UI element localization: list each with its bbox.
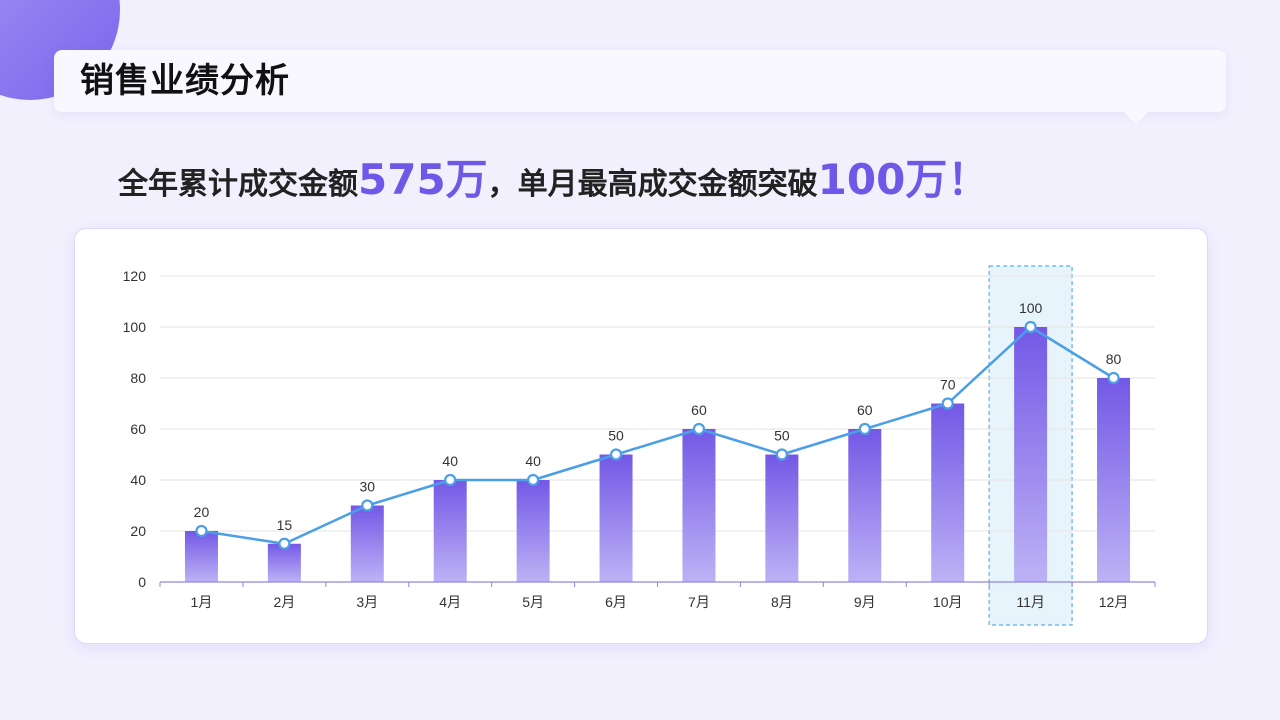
y-tick-label: 80 <box>130 370 146 386</box>
bar <box>184 531 218 582</box>
bar <box>1097 378 1131 582</box>
x-tick-label: 1月 <box>191 594 213 610</box>
bar <box>350 505 384 582</box>
bar <box>516 480 550 582</box>
line-point <box>858 422 871 436</box>
bar <box>848 429 882 582</box>
data-label: 100 <box>1019 300 1043 316</box>
line-series <box>201 325 1115 545</box>
line-point <box>609 448 623 461</box>
data-label: 40 <box>442 453 458 469</box>
data-label: 20 <box>194 504 210 520</box>
bar <box>1014 327 1048 582</box>
sales-chart: 0 20 40 60 80 100 120 1月 2月 3月 4月 5月 6月 7月 8月 9月 10月 11月 1… <box>123 265 1156 626</box>
data-label: 60 <box>857 402 873 418</box>
x-tick-label: 6月 <box>605 594 627 610</box>
x-tick-label: 7月 <box>688 594 710 610</box>
x-tick-label: 4月 <box>439 594 461 610</box>
line-point <box>527 473 540 487</box>
x-tick-label: 12月 <box>1099 594 1129 610</box>
chart-card: 0 20 40 60 80 100 120 1月 2月 3月 4月 5月 6月 7月 8月 9月 10月 11月 1… <box>74 228 1208 644</box>
page-title: 销售业绩分析 <box>80 61 290 101</box>
data-label: 60 <box>691 402 707 418</box>
y-tick-label: 60 <box>130 421 146 437</box>
bar <box>599 454 633 582</box>
x-tick-label: 9月 <box>854 594 876 610</box>
line-point <box>1107 371 1120 385</box>
data-label: 15 <box>277 517 293 533</box>
bar <box>682 429 716 582</box>
y-tick-label: 0 <box>138 574 146 590</box>
headline-total-value: 575万 <box>358 155 488 204</box>
y-tick-label: 120 <box>123 268 147 284</box>
title-bar: 销售业绩分析 <box>54 50 1226 124</box>
line-point <box>692 422 706 436</box>
y-tick-label: 40 <box>130 472 146 488</box>
bar <box>433 480 467 582</box>
line-point <box>361 499 374 512</box>
data-label: 30 <box>360 479 376 495</box>
summary-headline: 全年累计成交金额575万，单月最高成交金额突破100万！ <box>118 152 989 213</box>
line-point <box>278 537 291 550</box>
bar <box>765 454 799 582</box>
bar <box>931 403 965 582</box>
headline-suffix: ！ <box>947 155 990 204</box>
y-tick-label: 20 <box>130 523 146 539</box>
line-point <box>444 473 457 487</box>
x-tick-label: 11月 <box>1016 594 1045 610</box>
data-label: 50 <box>774 428 790 444</box>
line-point <box>775 448 788 461</box>
data-label: 40 <box>525 453 541 469</box>
x-tick-label: 2月 <box>273 594 295 610</box>
data-label: 80 <box>1106 351 1122 367</box>
headline-middle: ，单月最高成交金额突破 <box>487 167 818 202</box>
data-label: 70 <box>940 377 956 393</box>
x-tick-label: 3月 <box>356 594 378 610</box>
headline-prefix: 全年累计成交金额 <box>118 167 358 202</box>
x-tick-label: 5月 <box>522 594 544 610</box>
line-point <box>1024 320 1037 334</box>
x-tick-label: 8月 <box>771 594 793 610</box>
data-label: 50 <box>608 428 624 444</box>
y-tick-label: 100 <box>123 319 147 335</box>
line-point <box>195 524 208 538</box>
x-tick-label: 10月 <box>933 594 963 610</box>
line-point <box>941 397 954 410</box>
bar <box>267 543 301 582</box>
headline-max-value: 100万 <box>817 155 948 204</box>
